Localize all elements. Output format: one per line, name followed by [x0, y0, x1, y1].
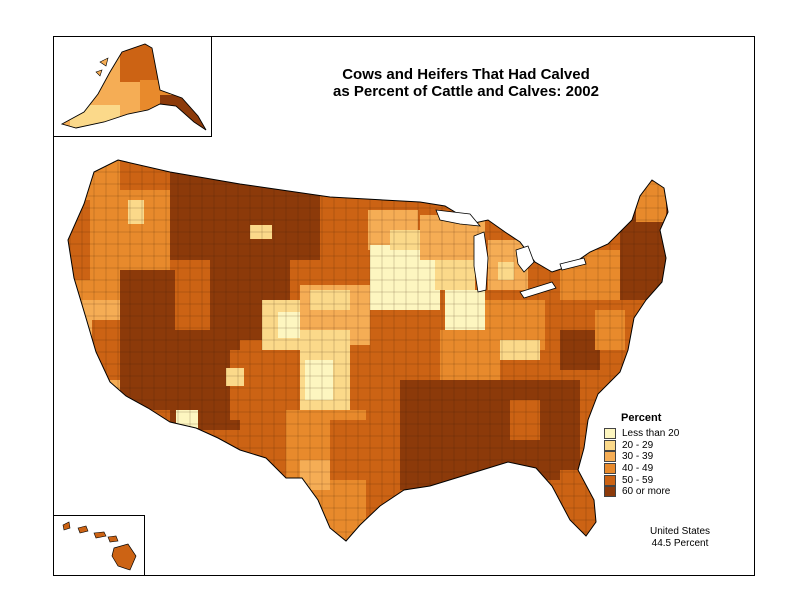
- legend-swatch: [604, 486, 616, 498]
- legend-item: Less than 20: [604, 428, 734, 440]
- map-title-line1: Cows and Heifers That Had Calved: [342, 66, 590, 83]
- lake-ontario: [559, 257, 587, 271]
- legend-swatch: [604, 451, 616, 463]
- legend-label: 40 - 49: [622, 463, 654, 475]
- legend: Percent Less than 20 20 - 29 30 - 39 40 …: [604, 412, 734, 498]
- legend-item: 40 - 49: [604, 463, 734, 475]
- legend-item: 50 - 59: [604, 474, 734, 486]
- legend-label: 50 - 59: [622, 474, 654, 486]
- legend-swatch: [604, 428, 616, 440]
- map-title-line2: as Percent of Cattle and Calves: 2002: [333, 83, 599, 100]
- national-note-line1: United States: [649, 526, 711, 537]
- lake-huron: [515, 245, 535, 273]
- legend-label: 60 or more: [622, 486, 671, 498]
- national-note-line2: 44.5 Percent: [651, 538, 709, 549]
- legend-swatch: [604, 463, 616, 475]
- lake-erie: [519, 281, 557, 299]
- lake-michigan: [473, 231, 489, 293]
- legend-label: Less than 20: [622, 428, 680, 440]
- lake-superior: [435, 209, 481, 227]
- legend-swatch: [604, 474, 616, 486]
- national-average-note: United States 44.5 Percent: [630, 526, 730, 550]
- legend-item: 30 - 39: [604, 451, 734, 463]
- legend-label: 20 - 29: [622, 439, 654, 451]
- legend-item: 60 or more: [604, 486, 734, 498]
- legend-item: 20 - 29: [604, 439, 734, 452]
- legend-title: Percent: [621, 412, 662, 424]
- legend-swatch: [604, 439, 616, 451]
- legend-label: 30 - 39: [622, 451, 654, 463]
- map-title: Cows and Heifers That Had Calved as Perc…: [296, 66, 636, 100]
